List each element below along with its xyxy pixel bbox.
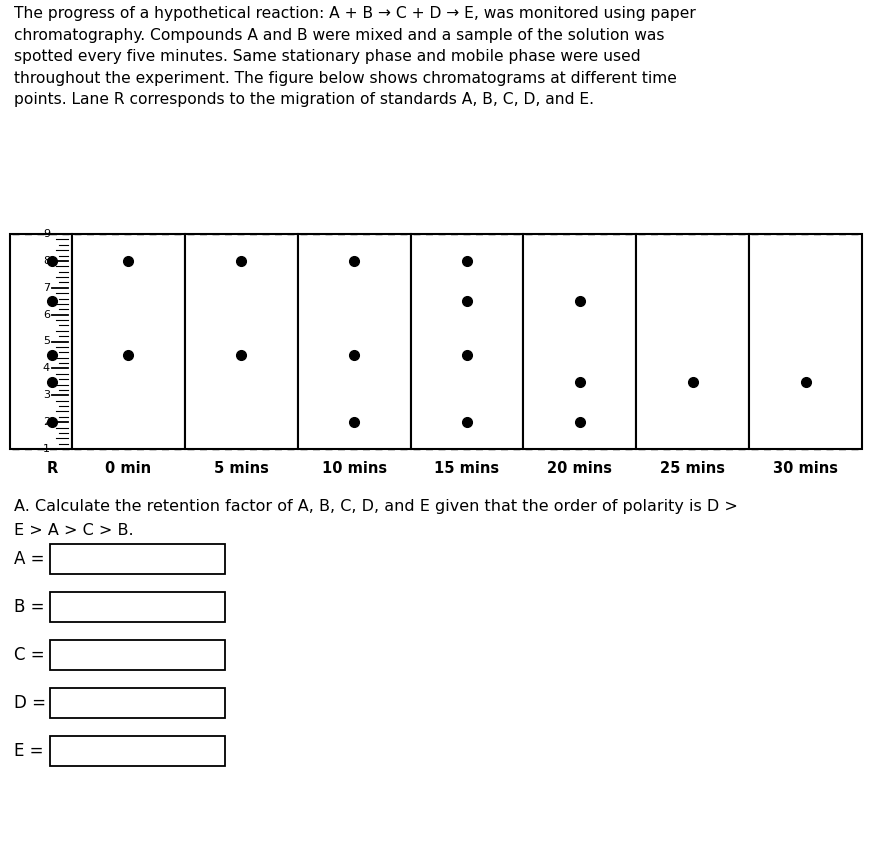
- Text: D =: D =: [14, 694, 46, 712]
- Text: 10 mins: 10 mins: [321, 461, 386, 476]
- Text: 6: 6: [43, 309, 50, 320]
- Text: B =: B =: [14, 598, 45, 616]
- Text: 1: 1: [43, 444, 50, 454]
- Bar: [72, 234, 185, 449]
- Bar: [50, 736, 225, 766]
- Text: R: R: [46, 461, 58, 476]
- Text: 5 mins: 5 mins: [214, 461, 268, 476]
- Bar: [523, 234, 636, 449]
- Text: 3: 3: [43, 391, 50, 400]
- Text: C =: C =: [14, 646, 45, 664]
- Text: 9: 9: [43, 229, 50, 239]
- Text: A =: A =: [14, 550, 45, 568]
- Bar: [185, 234, 297, 449]
- Text: 5: 5: [43, 336, 50, 346]
- Text: E =: E =: [14, 742, 44, 760]
- Text: A. Calculate the retention factor of A, B, C, D, and E given that the order of p: A. Calculate the retention factor of A, …: [14, 499, 737, 514]
- Bar: [50, 640, 225, 670]
- Bar: [636, 234, 748, 449]
- Bar: [10, 234, 72, 449]
- Text: 2: 2: [43, 417, 50, 427]
- Text: 8: 8: [43, 256, 50, 266]
- Bar: [410, 234, 523, 449]
- Text: 20 mins: 20 mins: [546, 461, 611, 476]
- Bar: [50, 592, 225, 622]
- Bar: [748, 234, 861, 449]
- Text: 30 mins: 30 mins: [772, 461, 838, 476]
- Text: 15 mins: 15 mins: [434, 461, 499, 476]
- Text: E > A > C > B.: E > A > C > B.: [14, 523, 133, 538]
- Bar: [50, 544, 225, 574]
- Text: 0 min: 0 min: [105, 461, 152, 476]
- Bar: [297, 234, 410, 449]
- Text: 25 mins: 25 mins: [660, 461, 724, 476]
- Text: The progress of a hypothetical reaction: A + B → C + D → E, was monitored using : The progress of a hypothetical reaction:…: [14, 6, 695, 107]
- Text: 4: 4: [43, 364, 50, 373]
- Text: 7: 7: [43, 283, 50, 293]
- Bar: [50, 688, 225, 718]
